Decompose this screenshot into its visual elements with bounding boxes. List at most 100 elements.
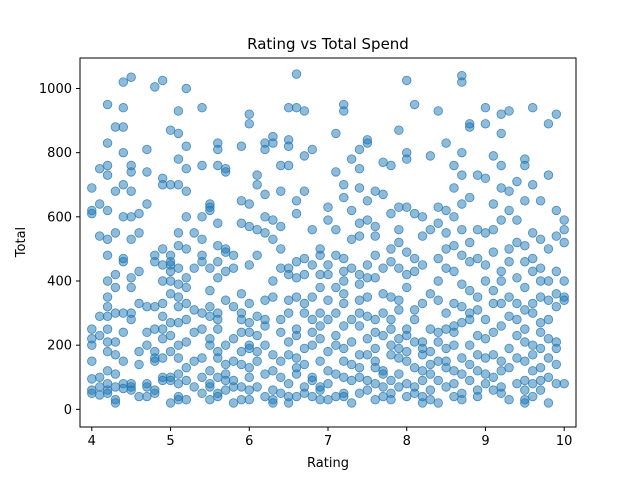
scatter-point xyxy=(339,289,349,299)
scatter-point xyxy=(157,353,168,363)
scatter-point xyxy=(102,311,113,322)
scatter-point xyxy=(386,324,396,334)
scatter-point xyxy=(283,337,294,347)
scatter-point xyxy=(480,260,491,270)
scatter-point xyxy=(283,269,294,280)
scatter-point xyxy=(323,269,333,280)
scatter-point xyxy=(402,75,412,86)
x-tick-label: 6 xyxy=(245,434,253,449)
x-tick-label: 4 xyxy=(88,434,96,449)
scatter-point xyxy=(142,382,152,392)
scatter-point xyxy=(551,205,562,216)
scatter-point xyxy=(520,196,530,206)
scatter-point xyxy=(504,244,514,254)
scatter-point xyxy=(362,311,373,322)
scatter-point xyxy=(173,106,184,116)
scatter-point xyxy=(220,266,231,277)
scatter-point xyxy=(551,378,562,389)
scatter-point xyxy=(457,77,467,87)
scatter-point xyxy=(457,199,467,209)
scatter-point xyxy=(283,141,294,151)
scatter-point xyxy=(181,375,191,386)
scatter-point xyxy=(173,154,184,164)
scatter-point xyxy=(520,398,530,408)
scatter-point xyxy=(528,366,538,376)
scatter-point xyxy=(409,388,420,399)
scatter-point xyxy=(417,298,428,309)
scatter-point xyxy=(134,359,144,370)
scatter-point xyxy=(142,327,152,338)
scatter-point xyxy=(346,263,357,273)
scatter-point xyxy=(315,334,325,344)
scatter-point xyxy=(488,247,499,257)
scatter-point xyxy=(472,292,483,302)
scatter-point xyxy=(94,311,105,322)
scatter-point xyxy=(126,385,136,395)
scatter-point xyxy=(512,273,522,283)
scatter-point xyxy=(220,385,231,395)
scatter-point xyxy=(449,298,459,309)
scatter-point xyxy=(480,334,491,344)
scatter-point xyxy=(535,196,546,206)
scatter-point xyxy=(189,228,199,238)
scatter-point xyxy=(441,362,451,373)
scatter-point xyxy=(307,144,317,155)
scatter-point xyxy=(244,298,254,309)
scatter-point xyxy=(528,298,538,309)
scatter-point xyxy=(402,282,412,293)
scatter-point xyxy=(370,186,380,196)
scatter-point xyxy=(228,356,239,366)
scatter-point xyxy=(449,391,459,402)
scatter-point xyxy=(102,346,113,357)
scatter-point xyxy=(213,257,223,267)
scatter-point xyxy=(142,167,152,177)
scatter-point xyxy=(260,391,270,402)
scatter-point xyxy=(150,82,160,92)
scatter-point xyxy=(150,388,160,399)
scatter-point xyxy=(504,292,514,302)
scatter-point xyxy=(433,398,443,408)
scatter-point xyxy=(339,106,349,116)
scatter-point xyxy=(362,292,373,302)
scatter-point xyxy=(213,241,223,251)
scatter-point xyxy=(157,244,168,254)
scatter-point xyxy=(291,369,302,379)
scatter-point xyxy=(425,369,436,379)
scatter-point xyxy=(457,170,467,180)
scatter-point xyxy=(307,260,317,270)
scatter-point xyxy=(362,273,373,283)
scatter-point xyxy=(299,269,310,280)
scatter-point xyxy=(102,138,113,148)
scatter-point xyxy=(520,257,530,267)
scatter-point xyxy=(181,212,191,222)
scatter-point xyxy=(244,395,254,405)
scatter-point xyxy=(213,273,223,283)
scatter-point xyxy=(134,346,144,357)
scatter-point xyxy=(110,228,121,238)
scatter-point xyxy=(331,308,341,318)
scatter-point xyxy=(189,356,199,366)
scatter-point xyxy=(94,231,105,241)
scatter-point xyxy=(362,334,373,344)
scatter-point xyxy=(102,337,113,347)
scatter-point xyxy=(220,359,231,370)
scatter-point xyxy=(528,378,538,389)
y-tick-label: 1000 xyxy=(39,82,72,97)
scatter-point xyxy=(323,395,333,405)
scatter-point xyxy=(331,128,341,139)
scatter-point xyxy=(354,269,365,280)
scatter-point xyxy=(472,224,483,235)
scatter-point xyxy=(402,391,412,402)
scatter-point xyxy=(260,144,270,155)
scatter-point xyxy=(205,301,215,312)
scatter-point xyxy=(543,314,554,325)
scatter-point xyxy=(94,382,105,392)
scatter-point xyxy=(276,388,286,399)
scatter-point xyxy=(213,324,223,334)
scatter-point xyxy=(346,359,357,370)
scatter-point xyxy=(197,212,207,222)
scatter-point xyxy=(150,356,160,366)
scatter-point xyxy=(339,356,349,366)
scatter-point xyxy=(551,359,562,370)
scatter-point xyxy=(528,253,538,264)
